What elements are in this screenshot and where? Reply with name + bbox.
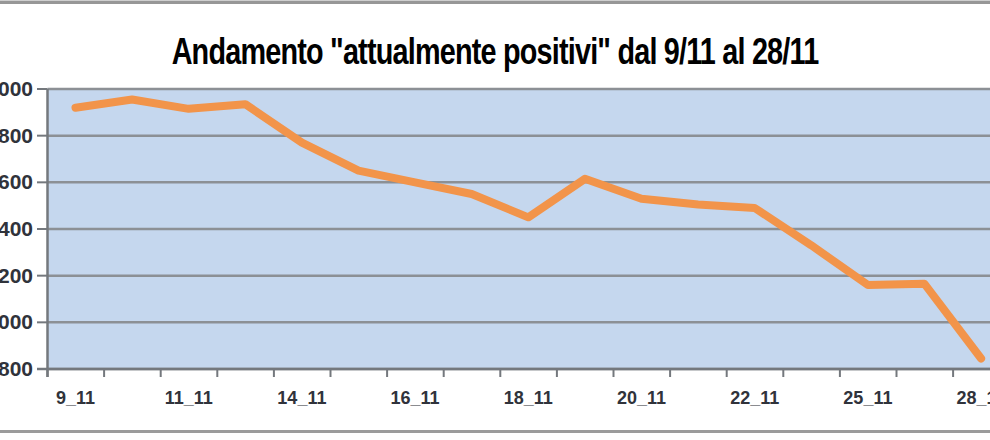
x-axis-label: 9_11 [56, 388, 95, 408]
y-axis-label: 1200 [0, 265, 33, 287]
y-axis-label: 2000 [0, 78, 33, 100]
x-axis-label: 20_11 [617, 388, 666, 408]
y-axis-label: 1800 [0, 125, 33, 147]
x-axis-label: 16_11 [391, 388, 440, 408]
x-axis-label: 28_11 [957, 388, 990, 408]
x-axis-label: 25_11 [843, 388, 892, 408]
y-axis-label: 1000 [0, 311, 33, 333]
plot-area-svg [0, 0, 990, 440]
x-axis-label: 18_11 [504, 388, 553, 408]
chart-window: Andamento "attualmente positivi" dal 9/1… [0, 0, 990, 440]
line-chart: 2000 1800 1600 1400 1200 1000 800 9_11 11_11 14_… [0, 0, 990, 440]
bottom-border [0, 430, 990, 433]
x-axis-label: 22_11 [730, 388, 779, 408]
x-axis-label: 14_11 [277, 388, 326, 408]
y-axis-label: 1600 [0, 171, 33, 193]
x-axis-label: 11_11 [165, 388, 213, 408]
y-axis-label: 1400 [0, 218, 33, 240]
y-axis-label: 800 [0, 358, 33, 380]
